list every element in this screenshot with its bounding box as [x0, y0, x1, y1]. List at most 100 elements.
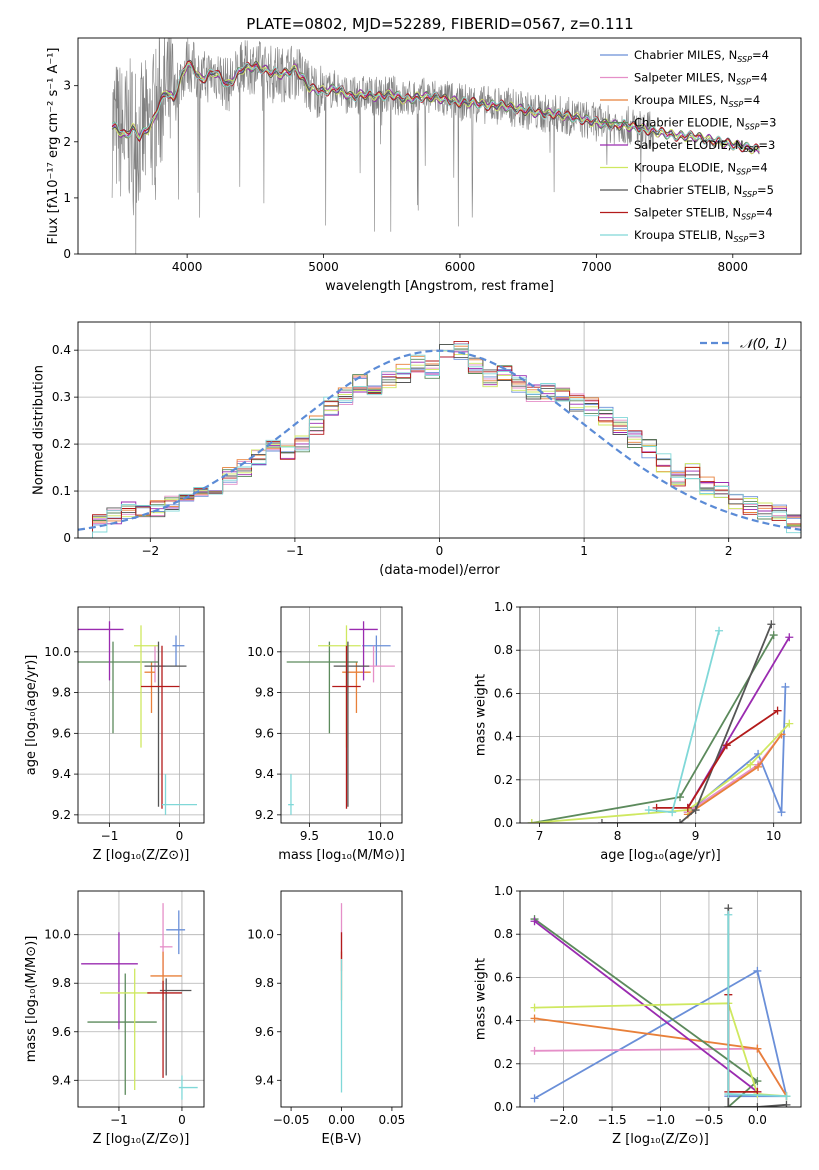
y-axis-label: mass weight	[473, 958, 488, 1040]
series-line	[602, 623, 773, 823]
series-line	[533, 920, 758, 1093]
axes-spectrum: 4000 5000 6000 7000 8000 0 1 2 3 wavelength [Angs…	[46, 37, 802, 294]
axes-residuals: −2 −1 0 1 2 0 0.1 0.2 0.3 0.4 (data-model)/error No…	[31, 321, 802, 578]
errorbar-point	[141, 645, 180, 809]
y-tick-label: 9.8	[52, 686, 71, 700]
series-marker	[753, 1044, 762, 1053]
legend-entry: Chabrier STELIB, NSSP=5	[634, 183, 774, 199]
errorbar-point	[288, 774, 294, 815]
plot-area	[286, 621, 395, 815]
series-line	[648, 630, 720, 814]
axes-z-mass: −1 0 9.4 9.6 9.8 10.0 Z [log₁₀(Z/Z⊙)] mass [log…	[24, 890, 205, 1147]
series-marker	[785, 719, 794, 728]
errorbar-point	[286, 641, 358, 734]
y-tick-label: 9.4	[255, 767, 274, 781]
series-marker	[753, 966, 762, 975]
y-tick-label: 10.0	[247, 928, 274, 942]
x-axis-label: mass [log₁₀(M/M⊙)]	[278, 848, 405, 863]
legend-entry: Salpeter MILES, NSSP=4	[634, 71, 768, 87]
y-tick-label: 9.6	[255, 1025, 274, 1039]
y-axis-label: Flux [fλ10⁻¹⁷ erg cm⁻² s⁻¹ A⁻¹]	[46, 47, 61, 244]
y-axis-label: mass [log₁₀(M/M⊙)]	[24, 936, 39, 1063]
y-tick-label: 0.3	[52, 390, 71, 404]
legend-entry: Kroupa MILES, NSSP=4	[634, 93, 760, 109]
x-tick-label: −2.0	[549, 1113, 578, 1127]
axes-frame	[519, 890, 802, 1108]
x-tick-label: 10	[766, 829, 781, 843]
y-tick-label: 1.0	[494, 884, 513, 898]
series-marker	[767, 620, 776, 629]
axes-z-age: −1 0 9.2 9.4 9.6 9.8 10.0 Z [log₁₀(Z/Z⊙)] age [l…	[24, 606, 205, 863]
x-tick-label: 1	[580, 544, 588, 558]
series-marker	[753, 1077, 762, 1086]
errorbar-point	[81, 932, 138, 1030]
y-tick-label: 0.2	[494, 1057, 513, 1071]
series-marker	[644, 806, 653, 815]
y-tick-label: 9.6	[52, 726, 71, 740]
series-marker	[769, 631, 778, 640]
x-tick-label: 0.00	[328, 1113, 355, 1127]
x-tick-label: −0.5	[694, 1113, 723, 1127]
series-marker	[597, 819, 606, 823]
y-tick-label: 0.4	[52, 343, 71, 357]
axes-frame	[280, 890, 403, 1108]
observed-spectrum	[111, 38, 654, 254]
errorbar-point	[333, 641, 370, 807]
axes-z-massweight: −2.0 −1.5 −1.0 −0.5 0.0 0.0 0.2 0.4 0.6 0.8 1.0 Z […	[473, 884, 802, 1147]
errorbar-point	[144, 662, 155, 713]
y-tick-label: 10.0	[44, 928, 71, 942]
x-tick-label: −1	[101, 829, 119, 843]
y-tick-label: 1.0	[494, 600, 513, 614]
series-marker	[530, 1094, 539, 1103]
series-marker	[668, 808, 677, 817]
y-axis-label: Normed distribution	[31, 365, 46, 495]
y-tick-label: 9.6	[52, 1025, 71, 1039]
model-spectrum-kroupa-stelib	[111, 62, 760, 152]
y-tick-label: 0	[63, 531, 71, 545]
series-marker	[724, 1103, 733, 1107]
y-tick-label: 9.8	[255, 976, 274, 990]
x-tick-label: 9.5	[300, 829, 319, 843]
y-tick-label: 10.0	[44, 645, 71, 659]
y-tick-label: 0.6	[494, 686, 513, 700]
series-marker	[777, 808, 786, 817]
axes-frame	[77, 890, 205, 1108]
figure-title: PLATE=0802, MJD=52289, FIBERID=0567, z=0…	[246, 15, 633, 33]
series-marker	[782, 1100, 791, 1107]
series-line	[656, 709, 779, 809]
y-tick-label: 0.0	[494, 1100, 513, 1114]
normal-curve	[78, 349, 801, 531]
y-tick-label: 0.4	[494, 730, 513, 744]
y-axis-label: mass weight	[473, 674, 488, 756]
errorbar-point	[356, 645, 395, 683]
series-marker	[724, 910, 733, 919]
x-tick-label: 0	[436, 544, 444, 558]
series-marker	[691, 806, 700, 815]
x-tick-label: 7000	[581, 260, 612, 274]
axes-frame	[77, 37, 802, 255]
errorbar-point	[159, 903, 173, 976]
y-tick-label: 0.2	[52, 437, 71, 451]
axes-frame	[77, 321, 802, 539]
y-axis-label: age [log₁₀(age/yr)]	[24, 655, 39, 776]
y-tick-label: 0.8	[494, 927, 513, 941]
y-tick-label: 0.0	[494, 816, 513, 830]
x-tick-label: 10.0	[367, 829, 394, 843]
x-axis-label: Z [log₁₀(Z/Z⊙)]	[93, 1132, 190, 1147]
y-tick-label: 9.8	[255, 686, 274, 700]
errorbar-point	[87, 973, 157, 1095]
y-tick-label: 3	[63, 79, 71, 93]
y-tick-label: 9.8	[52, 976, 71, 990]
series-marker	[715, 626, 724, 635]
series-marker	[527, 819, 536, 823]
errorbar-point	[159, 978, 192, 1076]
x-axis-label: wavelength [Angstrom, rest frame]	[325, 279, 554, 294]
y-tick-label: 9.4	[52, 1073, 71, 1087]
series-marker	[530, 1014, 539, 1023]
axes-frame	[280, 606, 403, 824]
x-tick-label: 6000	[445, 260, 476, 274]
x-tick-label: 0.0	[748, 1113, 767, 1127]
x-tick-label: 7	[536, 829, 544, 843]
x-tick-label: 0	[178, 1113, 186, 1127]
series-marker	[676, 793, 685, 802]
